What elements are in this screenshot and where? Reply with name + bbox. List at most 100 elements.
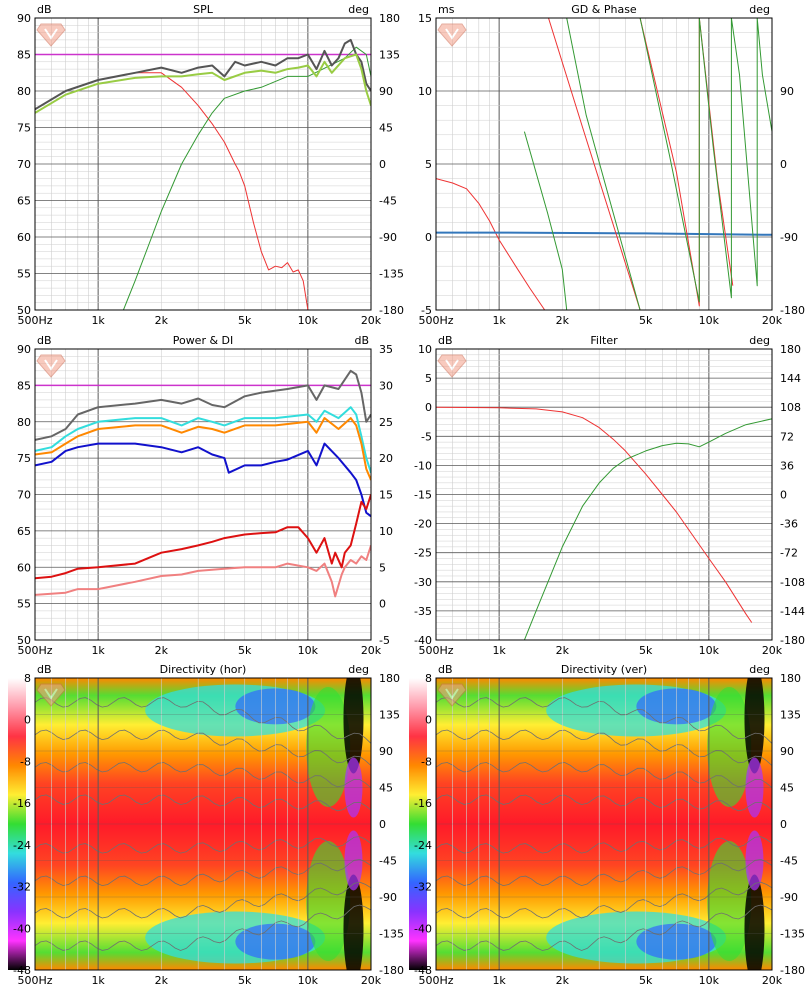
power-y2-tick-label: 0 — [379, 598, 386, 611]
dir_hor-y-tick-label: -32 — [13, 881, 31, 894]
dir_ver-y2-tick-label: -135 — [780, 928, 805, 941]
spl-x-tick-label: 10k — [298, 314, 319, 327]
dir_hor-y2-tick-label: -180 — [379, 964, 404, 977]
gdphase-y2-tick-label: 0 — [780, 158, 787, 171]
spl-series-2 — [122, 46, 371, 310]
dir_ver-y2-tick-label: 90 — [780, 745, 794, 758]
dir_hor-y-tick-label: -16 — [13, 797, 31, 810]
power-y2-tick-label: -5 — [379, 634, 390, 647]
dir_ver-x-tick-label: 2k — [556, 974, 570, 987]
panel-filter: Filter dB deg 500Hz 1k 2k 5k 10k 20k 10 5 0 -5 -10 -15… — [414, 334, 805, 657]
filter-title: Filter — [590, 334, 618, 347]
power-y-tick-label: 70 — [17, 489, 31, 502]
dir_ver-colorbar — [409, 678, 427, 970]
dir_ver-y-tick-label: 0 — [425, 714, 432, 727]
dir_hor-colorbar — [8, 678, 26, 970]
dir_ver-contour-7 — [436, 697, 772, 744]
gdphase-series-3 — [523, 18, 772, 310]
dir_hor-x-tick-label: 500Hz — [17, 974, 52, 987]
dir_hor-contour-0 — [35, 904, 371, 951]
power-logo — [36, 354, 66, 378]
dir_hor-y-tick-label: -48 — [13, 964, 31, 977]
power-y2-tick-label: 10 — [379, 525, 393, 538]
dir_ver-contour-1 — [436, 881, 772, 919]
dir_ver-y-tick-label: -16 — [414, 797, 432, 810]
gdphase-x-tick-label: 20k — [762, 314, 783, 327]
filter-y2-tick-label: 180 — [780, 343, 801, 356]
gdphase-frame — [435, 17, 773, 311]
dir_ver-y2-tick-label: -45 — [780, 855, 798, 868]
dir_ver-logo — [437, 683, 467, 707]
dir_ver-y-tick-label: -8 — [421, 755, 432, 768]
power-x-tick-label: 500Hz — [17, 644, 52, 657]
spl-y-tick-label: 75 — [17, 122, 31, 135]
power-series-1 — [35, 369, 371, 441]
gdphase-x-tick-label: 500Hz — [418, 314, 453, 327]
dir_hor-y2-tick-label: 135 — [379, 709, 400, 722]
dir_ver-region-5 — [707, 841, 752, 962]
filter-y2-tick-label: -180 — [780, 634, 805, 647]
gdphase-series-1 — [436, 231, 772, 236]
filter-x-tick-label: 1k — [492, 644, 506, 657]
dir_hor-logo — [36, 683, 66, 707]
filter-x-tick-label: 10k — [699, 644, 720, 657]
gdphase-series-0 — [436, 178, 546, 310]
filter-y-tick-label: 5 — [425, 372, 432, 385]
dir_hor-contour-4 — [35, 794, 371, 812]
spl-y-tick-label: 85 — [17, 49, 31, 62]
dir_hor-y-tick-label: 0 — [24, 714, 31, 727]
power-y2-tick-label: 20 — [379, 452, 393, 465]
gdphase-y-tick-label: -5 — [421, 304, 432, 317]
gdphase-y2-tick-label: -180 — [780, 304, 805, 317]
power-y-tick-label: 90 — [17, 343, 31, 356]
filter-y-tick-label: -25 — [414, 547, 432, 560]
gdphase-y-tick-label: 10 — [418, 85, 432, 98]
dir_ver-region-4 — [707, 686, 752, 807]
power-y-tick-label: 50 — [17, 634, 31, 647]
spl-y-tick-label: 70 — [17, 158, 31, 171]
filter-logo — [437, 354, 467, 378]
spl-frame — [34, 17, 372, 311]
dir_hor-y2-tick-label: 90 — [379, 745, 393, 758]
filter-frame — [435, 348, 773, 641]
power-y-tick-label: 65 — [17, 525, 31, 538]
dir_hor-title: Directivity (hor) — [160, 663, 247, 676]
dir_ver-contour-3 — [436, 836, 772, 854]
dir_ver-x-tick-label: 10k — [699, 974, 720, 987]
dir_ver-y-tick-label: -24 — [414, 839, 432, 852]
dir_ver-contour-6 — [436, 729, 772, 766]
dir_hor-x-tick-label: 5k — [238, 974, 252, 987]
spl-y2-tick-label: 0 — [379, 158, 386, 171]
dir_hor-y2-tick-label: -90 — [379, 891, 397, 904]
dir_ver-contour-0 — [436, 904, 772, 951]
dir_hor-y-tick-label: -8 — [20, 755, 31, 768]
panel-spl: SPL dB deg 500Hz 1k 2k 5k 10k 20k 90 85 80 75 70 65 60 5… — [17, 3, 404, 327]
filter-y2-tick-label: 144 — [780, 372, 801, 385]
power-x-tick-label: 2k — [155, 644, 169, 657]
dir_hor-region-7 — [343, 874, 364, 970]
power-series-2 — [35, 406, 371, 474]
filter-y-tick-label: -15 — [414, 489, 432, 502]
dir_ver-y2-tick-label: -90 — [780, 891, 798, 904]
panel-dir_ver: Directivity (ver) dB deg 500Hz 1k 2k 5k 10k 20k 8… — [409, 663, 805, 987]
filter-y-tick-label: 0 — [425, 401, 432, 414]
spl-title: SPL — [193, 3, 214, 16]
gdphase-logo — [437, 23, 467, 47]
dir_hor-left-unit: dB — [37, 663, 52, 676]
dir_hor-region-5 — [306, 841, 351, 962]
spl-series-3 — [35, 38, 371, 111]
power-frame — [34, 348, 372, 641]
gdphase-y-tick-label: 0 — [425, 231, 432, 244]
dir_hor-y2-tick-label: 0 — [379, 818, 386, 831]
dir_ver-y2-tick-label: -180 — [780, 964, 805, 977]
dir_hor-x-tick-label: 20k — [361, 974, 382, 987]
power-y-tick-label: 60 — [17, 561, 31, 574]
spl-y2-tick-label: 135 — [379, 49, 400, 62]
spl-y2-tick-label: 180 — [379, 12, 400, 25]
dir_hor-right-unit: deg — [348, 663, 369, 676]
filter-y2-tick-label: -36 — [780, 518, 798, 531]
gdphase-title: GD & Phase — [571, 3, 637, 16]
dir_hor-y2-tick-label: 180 — [379, 672, 400, 685]
spl-series-4 — [35, 53, 371, 114]
